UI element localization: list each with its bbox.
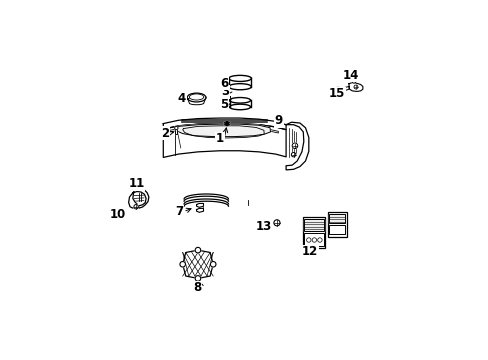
Text: 7: 7 [175,205,183,218]
Text: 2: 2 [161,126,169,140]
Text: 9: 9 [274,114,283,127]
Polygon shape [163,118,285,130]
Text: 14: 14 [342,69,358,82]
Polygon shape [348,82,362,91]
Text: 12: 12 [302,245,318,258]
Bar [327,212,346,237]
Polygon shape [128,188,148,208]
Circle shape [225,122,228,125]
Polygon shape [337,86,348,91]
Polygon shape [163,123,285,157]
Text: 5: 5 [220,98,228,111]
Circle shape [174,126,178,130]
Bar [175,129,177,134]
Text: 8: 8 [193,281,201,294]
Text: 13: 13 [255,220,271,233]
Bar [304,220,323,231]
Bar [304,220,323,231]
Text: 15: 15 [328,87,345,100]
Circle shape [306,238,310,242]
Text: 11: 11 [128,177,144,190]
Polygon shape [224,95,230,102]
Bar [304,233,323,246]
Bar [175,129,177,134]
Circle shape [180,261,185,267]
Polygon shape [176,124,270,136]
Text: 6: 6 [220,77,228,90]
Polygon shape [224,121,229,126]
Polygon shape [168,125,278,133]
Circle shape [351,79,355,83]
Bar [302,217,325,248]
Circle shape [317,238,322,242]
Bar [302,217,325,248]
Ellipse shape [229,104,250,110]
Polygon shape [196,208,203,212]
Circle shape [292,143,297,149]
Circle shape [134,204,138,209]
Text: 3: 3 [221,85,229,99]
Circle shape [225,97,228,100]
Circle shape [195,247,200,253]
Bar [328,225,344,234]
Circle shape [210,261,216,267]
Polygon shape [285,122,308,170]
Ellipse shape [228,75,251,81]
Text: 10: 10 [109,208,125,221]
Circle shape [311,238,316,242]
Polygon shape [183,250,213,278]
Text: 1: 1 [216,132,224,145]
Circle shape [273,220,280,226]
Bar [327,212,346,237]
Ellipse shape [229,98,250,103]
Ellipse shape [228,84,251,90]
Bar [328,214,344,223]
Circle shape [353,85,357,89]
Polygon shape [196,203,203,207]
Ellipse shape [187,93,205,102]
Text: 4: 4 [177,92,185,105]
Bar [328,214,344,223]
Circle shape [291,152,295,157]
Circle shape [137,185,141,189]
Circle shape [195,276,200,281]
Circle shape [335,87,340,92]
